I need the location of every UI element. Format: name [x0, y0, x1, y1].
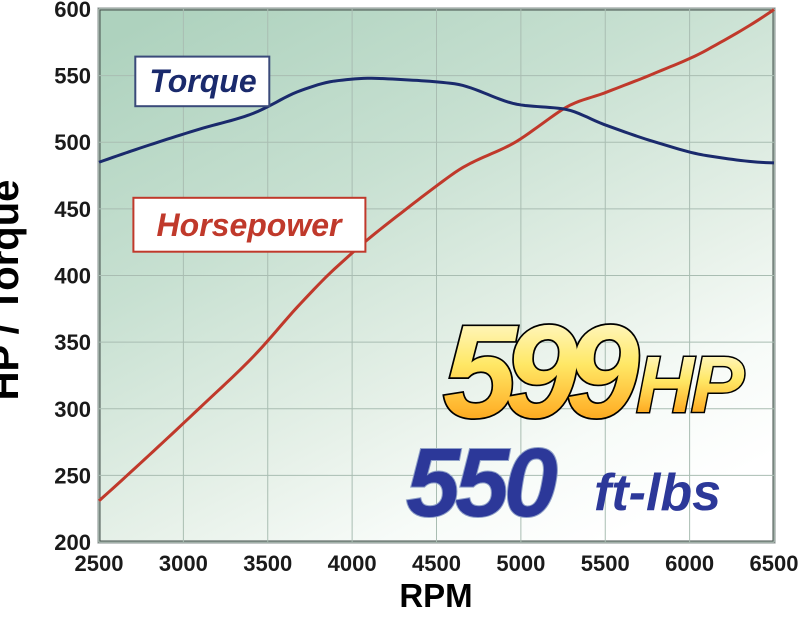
- svg-text:550: 550: [406, 428, 557, 537]
- svg-text:550: 550: [54, 64, 91, 89]
- svg-text:Torque: Torque: [149, 63, 256, 99]
- svg-text:600: 600: [54, 0, 91, 22]
- svg-text:HP: HP: [636, 340, 745, 429]
- svg-text:450: 450: [54, 197, 91, 222]
- svg-text:HP / Torque: HP / Torque: [0, 180, 27, 401]
- svg-text:3500: 3500: [243, 551, 292, 576]
- svg-text:ft-lbs: ft-lbs: [594, 464, 721, 522]
- svg-text:400: 400: [54, 264, 91, 289]
- svg-text:599: 599: [443, 298, 639, 445]
- svg-text:4500: 4500: [412, 551, 461, 576]
- svg-text:6000: 6000: [665, 551, 714, 576]
- svg-text:5000: 5000: [496, 551, 545, 576]
- svg-text:RPM: RPM: [399, 577, 472, 614]
- svg-text:250: 250: [54, 463, 91, 488]
- svg-text:300: 300: [54, 397, 91, 422]
- svg-text:6500: 6500: [750, 551, 799, 576]
- svg-text:4000: 4000: [328, 551, 377, 576]
- svg-text:350: 350: [54, 330, 91, 355]
- svg-text:500: 500: [54, 130, 91, 155]
- svg-text:5500: 5500: [581, 551, 630, 576]
- svg-text:2500: 2500: [75, 551, 124, 576]
- svg-text:3000: 3000: [159, 551, 208, 576]
- svg-text:Horsepower: Horsepower: [157, 207, 343, 243]
